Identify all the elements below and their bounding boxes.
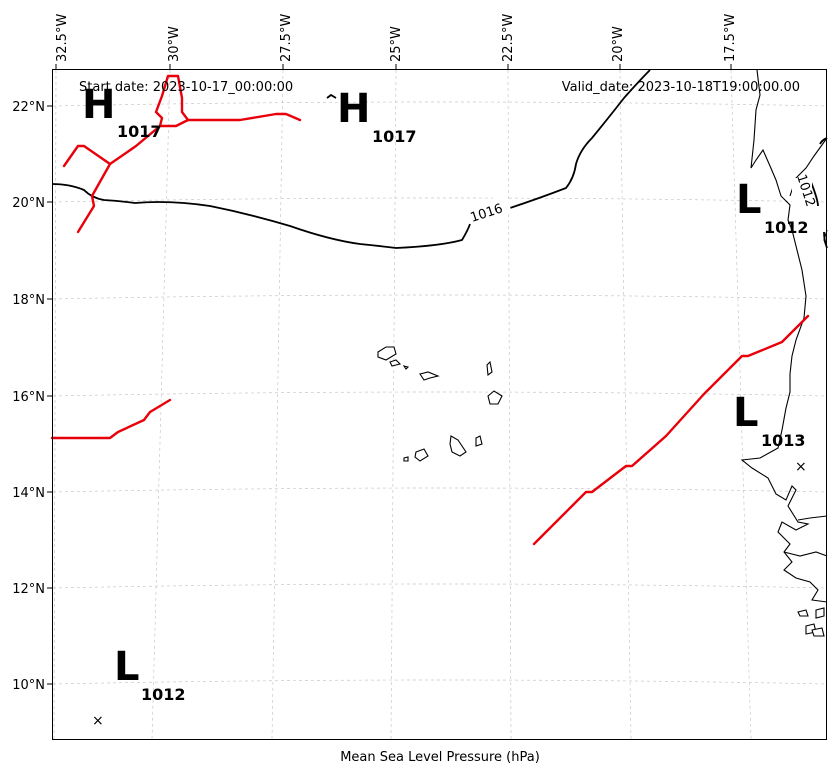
pressure-center-l-sw: L 1012 ×	[92, 644, 186, 729]
cape-verde-islands	[377, 346, 503, 462]
lat-label: 20°N	[12, 196, 45, 211]
map-border	[52, 69, 827, 740]
coast-mauritania	[740, 69, 828, 603]
isobars	[51, 69, 828, 249]
grid-lat-10	[52, 679, 828, 685]
contour-value-labels: 1016 1012	[465, 173, 818, 226]
x-axis-label: Mean Sea Level Pressure (hPa)	[340, 750, 540, 765]
lon-label: 27.5°W	[279, 14, 294, 62]
ridge-nw-loop	[154, 74, 190, 128]
lon-label: 22.5°W	[501, 14, 516, 62]
grid-lat-22	[52, 101, 828, 107]
contour-label-bg	[465, 194, 513, 226]
island-santiago	[449, 435, 467, 457]
isobar-1012-coast	[810, 181, 819, 207]
lat-label: 22°N	[12, 100, 45, 115]
high-value: 1017	[372, 127, 417, 146]
ridge-west	[50, 398, 172, 440]
high-letter: H	[337, 86, 370, 132]
island-sao-vicente	[389, 359, 402, 367]
valid-date-label: Valid_date: 2023-10-18T19:00:00.00	[562, 80, 800, 95]
isobar-1012-nw	[326, 93, 337, 99]
low-value: 1012	[141, 685, 186, 704]
ridge-nw-top	[158, 112, 302, 128]
axis-ticks	[47, 64, 732, 685]
coast-gambia	[797, 515, 828, 521]
isobar-1016	[51, 183, 471, 249]
contour-label-bg	[792, 178, 812, 212]
high-letter: H	[82, 82, 115, 128]
lat-label: 18°N	[12, 293, 45, 308]
low-value: 1013	[761, 431, 806, 450]
lon-label: 17.5°W	[723, 14, 738, 62]
bijagos-island-d	[811, 627, 825, 637]
lon-label: 32.5°W	[55, 14, 70, 62]
grid-lat-12	[52, 583, 828, 589]
lon-tick-labels: 32.5°W 30°W 27.5°W 25°W 22.5°W 20°W 17.5…	[55, 14, 738, 62]
island-santa-luzia	[402, 365, 410, 370]
grid-lon-250	[390, 69, 397, 741]
high-value: 1017	[117, 122, 162, 141]
grid-lat-18	[52, 294, 828, 300]
island-maio	[475, 435, 483, 447]
low-letter: L	[114, 644, 140, 690]
grid-lat-20	[52, 197, 828, 203]
grid-lon-275	[271, 69, 284, 741]
graticule	[52, 69, 828, 741]
center-marker-x: ×	[795, 459, 807, 475]
lon-label: 30°W	[167, 26, 182, 62]
lat-label: 10°N	[12, 678, 45, 693]
pressure-centers: H 1017 H 1017 L 1012 L 1013 × L 1012 ×	[82, 82, 809, 729]
grid-lon-175	[730, 69, 752, 741]
lat-label: 12°N	[12, 582, 45, 597]
start-date-label: Start date: 2023-10-17_00:00:00	[79, 80, 293, 95]
island-fogo	[414, 448, 429, 462]
grid-lon-200	[619, 69, 632, 741]
lon-label: 20°W	[611, 26, 626, 62]
ridge-nw-branch-b	[76, 162, 112, 234]
bijagos-island-a	[797, 609, 809, 617]
ridge-nw-branch-a	[62, 124, 162, 168]
low-letter: L	[736, 177, 762, 223]
lat-label: 14°N	[12, 486, 45, 501]
grid-lat-16	[52, 391, 828, 397]
island-sal	[486, 360, 493, 377]
center-marker-x: ×	[92, 713, 104, 729]
island-santo-antao	[377, 346, 397, 361]
pressure-center-l-e: L 1013 ×	[733, 390, 807, 475]
island-sao-nicolau	[419, 371, 440, 381]
ridge-lines	[50, 74, 810, 546]
bijagos-island-c	[815, 607, 825, 619]
isobar-1012-edge	[819, 137, 828, 249]
island-brava	[403, 456, 409, 462]
grid-lon-325	[53, 69, 57, 741]
lat-label: 16°N	[12, 390, 45, 405]
pressure-center-l-ne: L 1012	[736, 177, 809, 237]
low-letter: L	[733, 390, 759, 436]
coast-senegal-inlet	[783, 551, 828, 557]
grid-lon-225	[507, 69, 512, 741]
pressure-center-h-nw: H 1017	[82, 82, 162, 141]
grid-lat-14	[52, 487, 828, 493]
grid-lon-300	[151, 69, 171, 741]
pressure-center-h-n: H 1017	[337, 86, 417, 146]
isobar-1016-east	[509, 69, 651, 209]
lon-label: 25°W	[389, 26, 404, 62]
island-boa-vista	[487, 390, 503, 405]
ridge-east	[532, 314, 810, 546]
low-value: 1012	[764, 218, 809, 237]
lat-tick-labels: 22°N 20°N 18°N 16°N 14°N 12°N 10°N	[12, 100, 45, 693]
